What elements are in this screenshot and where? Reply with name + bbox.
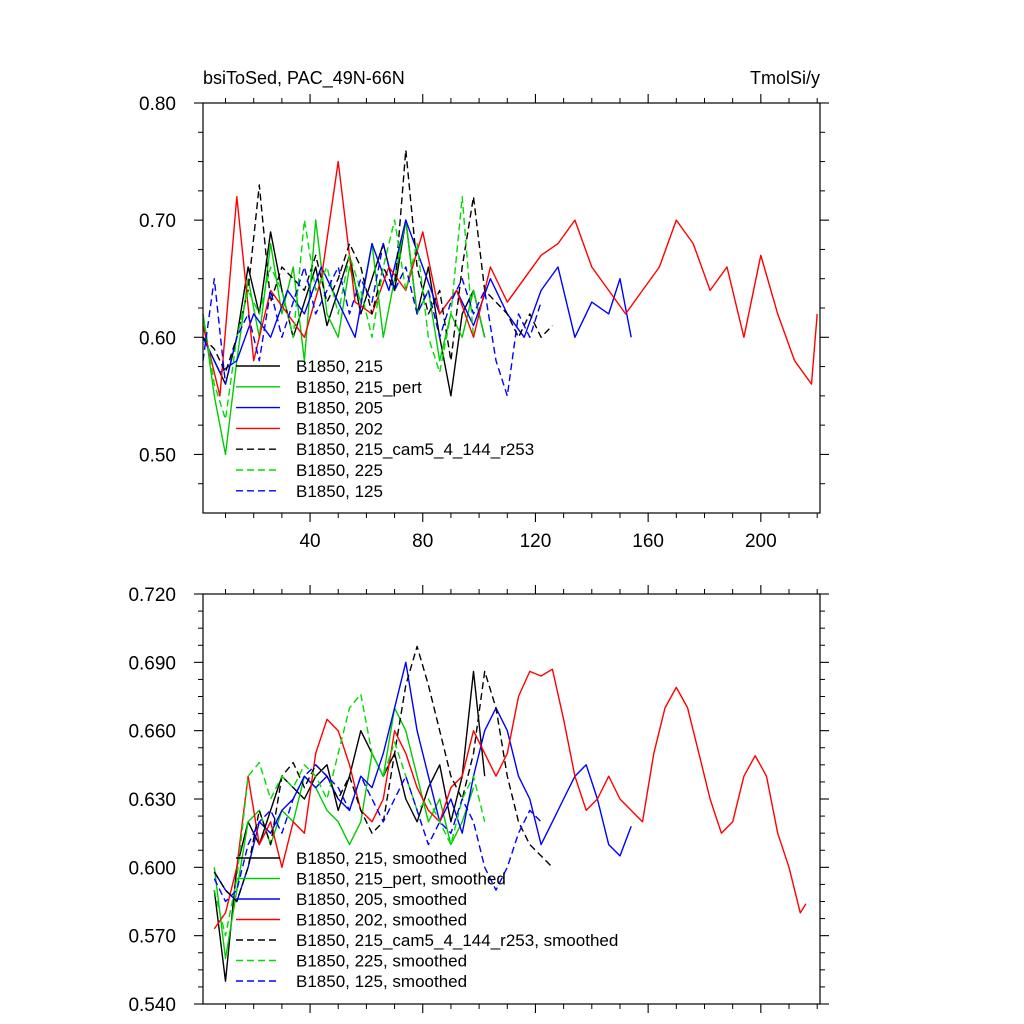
legend-label: B1850, 125 [296,482,383,501]
legend-label: B1850, 225 [296,461,383,480]
y-tick-label: 0.630 [128,790,176,811]
y-tick-label: 0.60 [139,328,176,349]
legend-label: B1850, 215, smoothed [296,849,467,868]
series-line-bottom-1 [213,707,475,960]
chart-title: bsiToSed, PAC_49N-66N [203,68,405,89]
y-tick-label: 0.690 [128,653,176,674]
legend-label: B1850, 215_cam5_4_144_r253, smoothed [296,931,618,950]
y-tick-label: 0.80 [139,94,176,115]
y-tick-label: 0.540 [128,995,176,1016]
legend-label: B1850, 125, smoothed [296,972,467,991]
series-line-bottom-2 [213,661,632,903]
series-line-top-5 [202,195,475,420]
units-label: TmolSi/y [750,68,820,88]
legend-label: B1850, 205, smoothed [296,890,467,909]
series-line-top-6 [202,242,542,397]
legend-label: B1850, 205 [296,399,383,418]
series-line-top-1 [202,219,486,456]
y-tick-label: 0.600 [128,858,176,879]
legend-label: B1850, 215_pert, smoothed [296,870,506,889]
series-line-top-3 [202,160,818,397]
x-tick-label: 120 [520,531,552,552]
x-tick-label: 160 [632,531,664,552]
legend-label: B1850, 225, smoothed [296,952,467,971]
x-tick-label: 80 [412,531,433,552]
legend-label: B1850, 215_pert [296,378,422,397]
series-line-bottom-5 [213,693,486,937]
series-line-bottom-3 [213,668,807,930]
y-tick-label: 0.50 [139,445,176,466]
x-tick-label: 40 [299,531,320,552]
series-line-bottom-6 [213,764,542,903]
legend-label: B1850, 202 [296,419,383,438]
series-line-top-2 [202,219,632,374]
y-tick-label: 0.660 [128,722,176,743]
bottom-panel: B1850, 215, smoothed B1850, 215_pert, smo… [128,585,829,1016]
series-line-top-4 [202,149,553,374]
y-tick-label: 0.70 [139,211,176,232]
x-tick-label: 200 [745,531,777,552]
y-tick-label: 0.570 [128,927,176,948]
legend-label: B1850, 215 [296,357,383,376]
y-tick-label: 0.720 [128,585,176,606]
legend-label: B1850, 202, smoothed [296,911,467,930]
legend-label: B1850, 215_cam5_4_144_r253 [296,440,534,459]
